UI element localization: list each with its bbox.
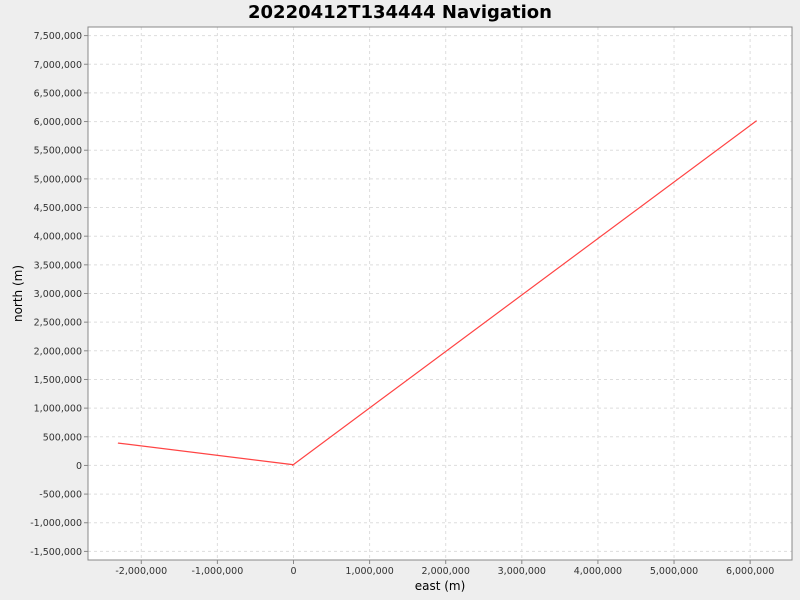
y-tick-label: 7,000,000 [34,60,82,71]
x-tick-label: 5,000,000 [650,566,698,577]
y-tick-label: 4,500,000 [34,203,82,214]
y-tick-label: -1,500,000 [30,547,82,558]
axis-layer: -2,000,000 -1,000,000 0 1,000,000 2,000,000 3… [30,26,793,577]
data-point [117,442,120,444]
y-axis-label: north (m) [11,265,25,322]
y-tick-label: 3,000,000 [34,289,82,300]
y-tick-label: 1,000,000 [34,404,82,415]
y-tick-label: 3,500,000 [34,260,82,271]
y-tick-label: -500,000 [39,490,82,501]
x-tick-label: 6,000,000 [726,566,774,577]
y-tick-label: 7,500,000 [34,31,82,42]
x-axis-label: east (m) [415,579,466,593]
grid-layer [88,27,792,560]
series-layer [117,120,757,466]
x-tick-label: 3,000,000 [498,566,546,577]
y-tick-label: 2,000,000 [34,346,82,357]
y-tick-label: 500,000 [43,432,82,443]
y-tick-label: 4,000,000 [34,232,82,243]
y-tick-label: 0 [76,461,82,472]
plot-area [88,27,792,560]
y-tick-label: 2,500,000 [34,318,82,329]
x-tick-label: 4,000,000 [574,566,622,577]
y-tick-label: -1,000,000 [30,518,82,529]
plot-border [87,26,793,561]
x-tick-label: 1,000,000 [345,566,393,577]
y-tick-label: 5,500,000 [34,146,82,157]
x-tick-label: -1,000,000 [191,566,243,577]
x-tick-label: -2,000,000 [115,566,167,577]
data-point [755,120,757,122]
x-tick-label: 2,000,000 [422,566,470,577]
chart-title: 20220412T134444 Navigation [248,2,552,23]
x-tick-label: 0 [290,566,296,577]
data-point [292,464,294,466]
y-tick-label: 6,500,000 [34,88,82,99]
y-tick-label: 1,500,000 [34,375,82,386]
y-tick-label: 5,000,000 [34,174,82,185]
y-tick-label: 6,000,000 [34,117,82,128]
